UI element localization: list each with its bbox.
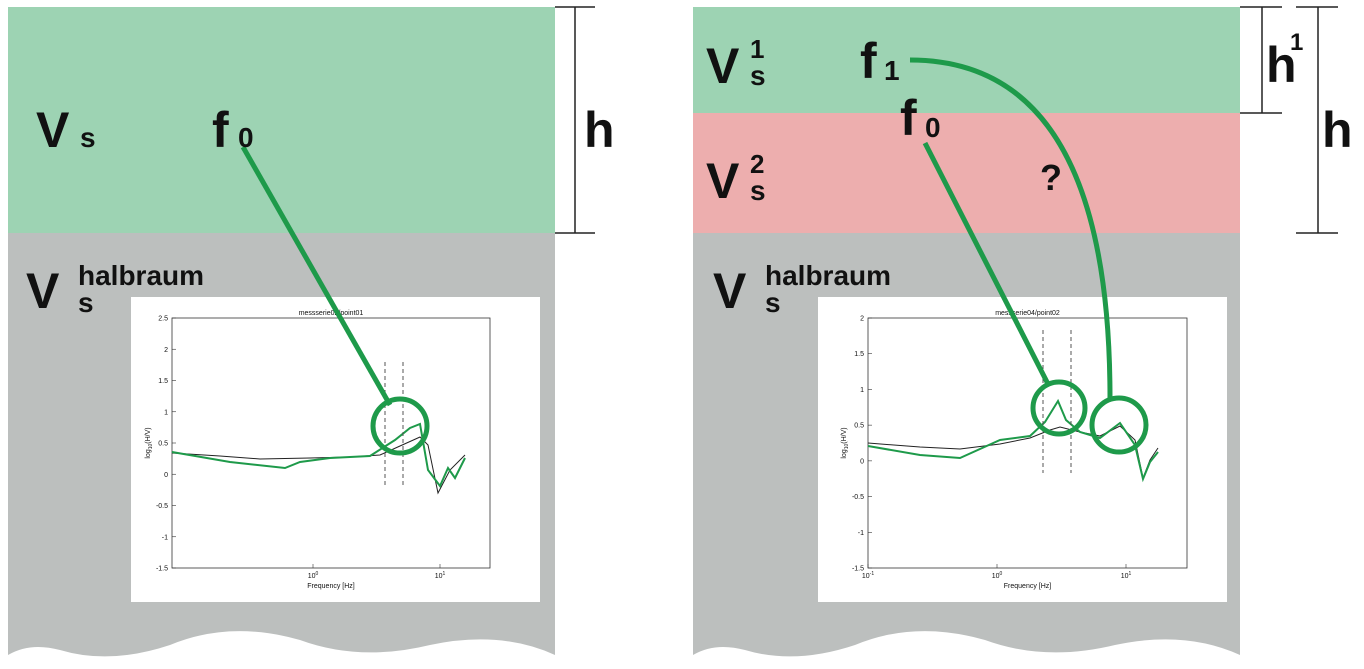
y-tick-label: 0 [164, 472, 168, 479]
plot-box-left [131, 297, 540, 602]
plot-title: messserie02/point01 [299, 310, 364, 317]
layer-sub: s [750, 175, 766, 206]
freq-sub: 1 [884, 55, 900, 86]
x-tick-base: 10 [308, 573, 316, 580]
halfspace-sub: s [765, 287, 781, 318]
y-label-rest: (H/V) [841, 427, 848, 443]
halfspace-sub: s [78, 287, 94, 318]
halfspace-symbol: V [713, 263, 747, 319]
x-tick-base: 10 [435, 573, 443, 580]
plot-title: messserie04/point02 [995, 310, 1060, 317]
freq-symbol: f [212, 102, 229, 158]
layer-left [8, 7, 555, 233]
y-tick-label: 2 [164, 347, 168, 354]
y-tick-label: 1 [164, 409, 168, 416]
y-tick-label: -1.5 [852, 566, 864, 573]
x-tick-base: 10 [992, 573, 1000, 580]
y-label-rest: (H/V) [145, 427, 152, 443]
x-tick-base: 10 [862, 573, 870, 580]
layer-1 [693, 7, 1240, 113]
x-tick-exp: -1 [870, 571, 875, 577]
x-tick-exp: 1 [1129, 571, 1132, 577]
question-mark: ? [1040, 157, 1062, 198]
layer-sub: s [80, 122, 96, 153]
layer-symbol: V [706, 153, 740, 209]
y-tick-label: -1 [162, 534, 168, 541]
y-tick-label: 1 [860, 387, 864, 394]
y-tick-label: 1.5 [158, 378, 168, 385]
y-tick-label: 0 [860, 458, 864, 465]
layer-2 [693, 113, 1240, 233]
x-tick-exp: 0 [316, 571, 319, 577]
freq-sub: 0 [925, 112, 941, 143]
layer-sup: 2 [750, 149, 764, 179]
y-tick-label: -1 [858, 530, 864, 537]
x-axis-label: Frequency [Hz] [1004, 583, 1052, 590]
layer-sup: 1 [750, 34, 764, 64]
freq-symbol: f [860, 33, 877, 89]
layer-symbol: V [36, 102, 70, 158]
y-tick-label: -0.5 [156, 503, 168, 510]
halfspace-sup: halbraum [765, 260, 891, 291]
x-axis-label: Frequency [Hz] [307, 583, 355, 590]
halfspace-sup: halbraum [78, 260, 204, 291]
freq-symbol: f [900, 90, 917, 146]
halfspace-symbol: V [26, 263, 60, 319]
plot-box-right [818, 297, 1227, 602]
y-tick-label: 2.5 [158, 316, 168, 323]
y-tick-label: 1.5 [854, 351, 864, 358]
freq-sub: 0 [238, 122, 254, 153]
diagram: messserie02/point01Frequency [Hz]log10(H… [0, 0, 1364, 669]
thickness-sup: 1 [1290, 29, 1303, 56]
layer-sub: s [750, 60, 766, 91]
thickness: h [584, 102, 615, 158]
x-tick-exp: 0 [1000, 571, 1003, 577]
y-label-main: log [841, 449, 848, 458]
y-tick-label: -0.5 [852, 494, 864, 501]
x-tick-base: 10 [1121, 573, 1129, 580]
y-label-main: log [145, 449, 152, 458]
y-tick-label: 2 [860, 316, 864, 323]
x-tick-exp: 1 [443, 571, 446, 577]
layer-symbol: V [706, 38, 740, 94]
thickness: h [1322, 102, 1353, 158]
y-tick-label: 0.5 [158, 441, 168, 448]
y-tick-label: 0.5 [854, 423, 864, 430]
y-tick-label: -1.5 [156, 566, 168, 573]
